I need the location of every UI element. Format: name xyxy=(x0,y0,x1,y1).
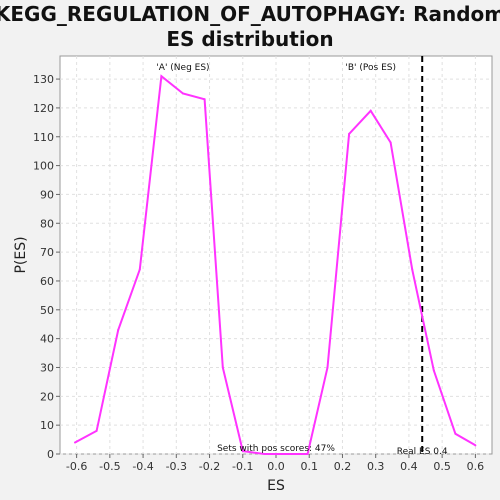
x-tick-label: -0.6 xyxy=(66,460,87,473)
data-point xyxy=(432,369,435,372)
x-tick-label: 0.2 xyxy=(334,460,352,473)
y-tick-label: 110 xyxy=(33,131,54,144)
pos-scores-label: Sets with pos scores: 47% xyxy=(217,444,335,454)
y-tick-label: 120 xyxy=(33,102,54,115)
y-tick-label: 20 xyxy=(40,390,54,403)
chart-title-line1: KEGG_REGULATION_OF_AUTOPHAGY: Random xyxy=(0,2,500,26)
es-distribution-line xyxy=(74,74,476,455)
y-tick-label: 40 xyxy=(40,333,54,346)
y-tick-label: 0 xyxy=(47,448,54,461)
x-tick-label: -0.3 xyxy=(166,460,187,473)
y-tick-label: 70 xyxy=(40,246,54,259)
y-axis-label: P(ES) xyxy=(13,236,29,273)
data-point xyxy=(263,453,266,455)
data-point xyxy=(284,453,287,455)
x-tick-label: 0.6 xyxy=(467,460,485,473)
y-tick-label: 10 xyxy=(40,419,54,432)
x-tick-label: -0.1 xyxy=(232,460,253,473)
data-point xyxy=(73,441,76,444)
y-tick-label: 50 xyxy=(40,304,54,317)
neg-es-label: 'A' (Neg ES) xyxy=(156,63,209,73)
x-tick-label: -0.5 xyxy=(99,460,120,473)
data-point xyxy=(138,268,141,271)
x-tick-label: 0.5 xyxy=(433,460,451,473)
chart-title-line2: ES distribution xyxy=(166,27,333,51)
y-tick-label: 130 xyxy=(33,73,54,86)
y-tick-label: 60 xyxy=(40,275,54,288)
x-tick-label: 0.4 xyxy=(400,460,418,473)
grid xyxy=(60,56,492,455)
y-tick-label: 90 xyxy=(40,188,54,201)
y-tick-label: 80 xyxy=(40,217,54,230)
data-point xyxy=(117,328,120,331)
pos-es-label: 'B' (Pos ES) xyxy=(345,63,396,73)
data-point xyxy=(454,432,457,435)
x-tick-label: -0.2 xyxy=(199,460,220,473)
axis-ticks: -0.6 -0.5 -0.4 -0.3 -0.2 -0.1 0.0 0.1 0.2 0.3 0.4 0… xyxy=(33,73,484,473)
data-point xyxy=(95,429,98,432)
data-point xyxy=(221,366,224,369)
y-tick-label: 100 xyxy=(33,160,54,173)
data-point xyxy=(203,98,206,101)
real-es-label: Real ES 0.4 xyxy=(397,447,448,457)
x-tick-label: -0.4 xyxy=(132,460,153,473)
x-tick-label: 0.0 xyxy=(267,460,285,473)
x-tick-label: 0.3 xyxy=(367,460,385,473)
y-tick-label: 30 xyxy=(40,361,54,374)
data-point xyxy=(181,92,184,95)
data-point xyxy=(326,366,329,369)
data-point xyxy=(348,132,351,135)
x-axis-label: ES xyxy=(267,478,285,494)
data-point xyxy=(369,109,372,112)
data-point xyxy=(474,444,477,447)
data-point xyxy=(389,141,392,144)
data-point xyxy=(411,268,414,271)
x-tick-label: 0.1 xyxy=(300,460,318,473)
data-point xyxy=(160,75,163,78)
data-points xyxy=(73,75,477,455)
data-point xyxy=(306,453,309,455)
data-point xyxy=(241,450,244,453)
